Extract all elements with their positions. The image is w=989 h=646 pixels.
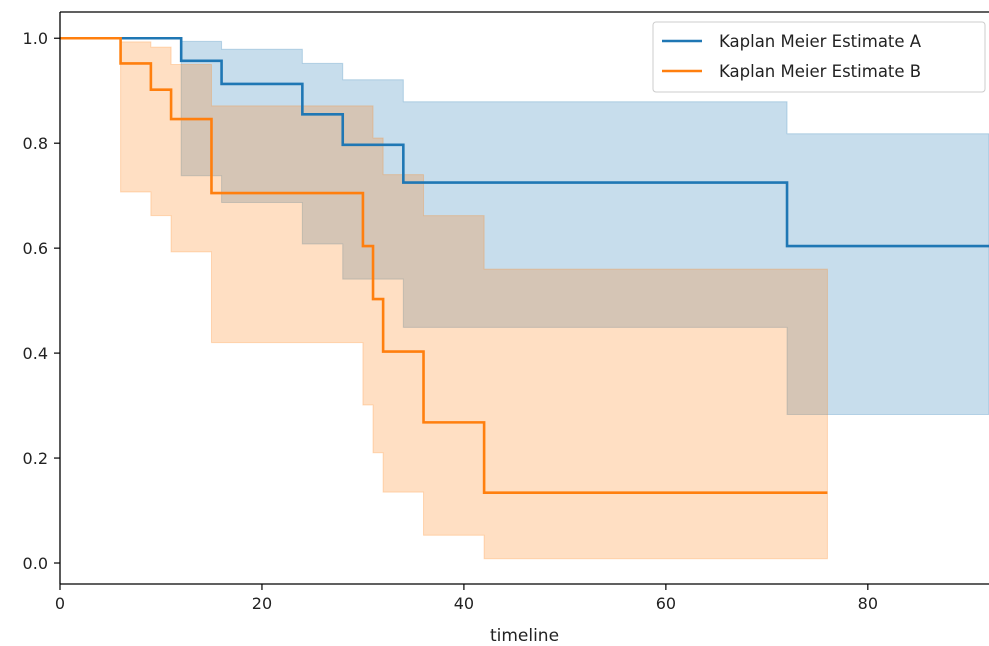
- survival-line-b: [60, 36, 828, 494]
- y-axis-ticks: 0.0 0.2 0.4 0.6 0.8 1.0: [23, 29, 60, 573]
- x-tick-label: 40: [454, 594, 474, 613]
- confidence-band-b: [60, 37, 828, 560]
- x-axis-label: timeline: [490, 626, 559, 646]
- x-axis-ticks: 0 20 40 60 80: [55, 584, 878, 613]
- y-tick-label: 0.6: [23, 239, 48, 258]
- y-tick-label: 1.0: [23, 29, 48, 48]
- legend-label-a: Kaplan Meier Estimate A: [719, 32, 922, 51]
- x-tick-label: 20: [252, 594, 272, 613]
- x-tick-label: 60: [656, 594, 676, 613]
- x-tick-label: 0: [55, 594, 65, 613]
- axes: [59, 11, 989, 585]
- y-tick-label: 0.4: [23, 344, 48, 363]
- y-tick-label: 0.2: [23, 449, 48, 468]
- survival-line-a: [60, 36, 989, 248]
- legend: Kaplan Meier Estimate A Kaplan Meier Esti…: [652, 21, 986, 93]
- x-tick-label: 80: [858, 594, 878, 613]
- confidence-bands: [60, 37, 989, 560]
- legend-box: [652, 21, 986, 93]
- y-tick-label: 0.0: [23, 554, 48, 573]
- confidence-band-a: [60, 37, 989, 415]
- y-tick-label: 0.8: [23, 134, 48, 153]
- survival-curves: [60, 36, 989, 494]
- legend-label-b: Kaplan Meier Estimate B: [719, 62, 921, 81]
